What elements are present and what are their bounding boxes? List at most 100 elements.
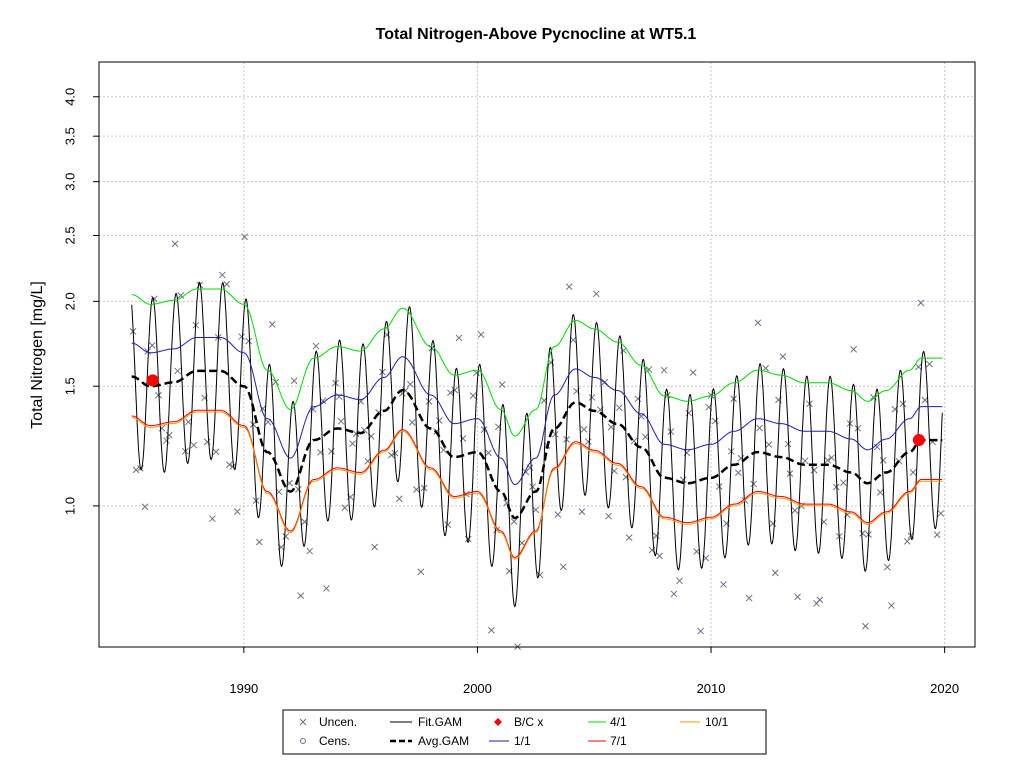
uncensored-point xyxy=(388,451,395,459)
uncensored-point xyxy=(884,563,891,571)
uncensored-point xyxy=(660,366,668,374)
legend-fitgam-label: Fit.GAM xyxy=(418,715,462,729)
uncensored-point xyxy=(451,386,459,394)
uncensored-point xyxy=(469,392,477,399)
uncensored-point xyxy=(455,334,463,342)
uncensored-point xyxy=(779,353,787,360)
uncensored-point xyxy=(485,449,492,457)
uncensored-point xyxy=(171,240,179,248)
uncensored-point xyxy=(177,292,185,299)
uncensored-point xyxy=(349,440,356,447)
uncensored-point xyxy=(141,503,149,511)
uncensored-point xyxy=(816,596,824,604)
uncensored-point xyxy=(233,508,241,515)
uncensored-point xyxy=(888,602,895,609)
uncensored-point xyxy=(218,271,226,279)
uncensored-point xyxy=(921,396,929,404)
uncensored-point xyxy=(165,431,173,439)
y-tick-label: 2.5 xyxy=(62,226,77,244)
uncensored-point xyxy=(309,405,317,413)
uncensored-point xyxy=(656,552,663,560)
uncensored-point xyxy=(876,489,884,496)
uncensored-point xyxy=(297,592,305,599)
uncensored-point xyxy=(899,400,907,408)
x-tick-label: 2000 xyxy=(463,681,492,696)
uncensored-point xyxy=(734,469,742,477)
y-tick-label: 3.0 xyxy=(62,173,77,191)
y-tick-label: 4.0 xyxy=(62,88,77,106)
legend-uncen-symbol xyxy=(299,718,307,726)
uncensored-point xyxy=(784,440,792,448)
uncensored-point xyxy=(873,443,881,451)
series-line-7-1 xyxy=(131,409,943,558)
x-tick-label: 2010 xyxy=(697,681,726,696)
uncensored-point xyxy=(190,441,198,449)
uncensored-point xyxy=(477,331,485,338)
uncensored-point xyxy=(569,336,577,344)
uncensored-point xyxy=(425,397,433,405)
uncensored-point xyxy=(645,366,653,373)
y-tick-label: 1.0 xyxy=(62,497,77,515)
uncensored-point xyxy=(750,480,758,488)
uncensored-point xyxy=(174,367,181,375)
uncensored-point xyxy=(693,548,701,555)
uncensored-point xyxy=(915,363,922,371)
uncensored-point xyxy=(238,333,245,340)
uncensored-point xyxy=(580,425,588,433)
uncensored-point xyxy=(917,299,925,307)
uncensored-point xyxy=(150,295,158,303)
legend-bc-symbol xyxy=(494,718,502,726)
uncensored-point xyxy=(312,342,320,350)
uncensored-point xyxy=(241,233,248,241)
uncensored-point xyxy=(408,418,416,426)
legend-10-1-label: 10/1 xyxy=(705,715,729,729)
uncensored-point xyxy=(862,622,869,630)
uncensored-point xyxy=(832,483,840,491)
uncensored-point xyxy=(850,346,858,353)
uncensored-point xyxy=(909,469,917,476)
avg-gam-line xyxy=(131,369,943,520)
series-line-4-1 xyxy=(131,288,943,437)
curves xyxy=(131,281,943,608)
y-tick-label: 1.5 xyxy=(62,377,77,395)
uncensored-point xyxy=(670,590,678,598)
uncensored-point xyxy=(937,510,945,517)
x-tick-label: 1990 xyxy=(229,681,258,696)
uncensored-point xyxy=(810,466,818,474)
uncensored-point xyxy=(554,511,562,518)
uncensored-point xyxy=(323,585,330,592)
uncensored-point xyxy=(607,423,615,431)
uncensored-point xyxy=(625,534,633,542)
uncensored-point xyxy=(720,581,727,588)
uncensored-point xyxy=(689,369,697,376)
uncensored-point xyxy=(148,342,156,349)
series-line-1-1 xyxy=(131,337,943,485)
uncensored-point xyxy=(642,433,649,441)
uncensored-point xyxy=(498,381,506,388)
uncensored-point xyxy=(144,348,151,355)
legend-cens-symbol xyxy=(300,738,306,744)
uncensored-point xyxy=(337,417,345,425)
uncensored-point xyxy=(801,457,809,465)
y-tick-label: 3.5 xyxy=(62,127,77,145)
bc-point xyxy=(146,374,159,387)
uncensored-point xyxy=(395,495,403,503)
uncensored-point xyxy=(212,448,220,456)
uncensored-point xyxy=(551,430,559,438)
series-line-10-1 xyxy=(131,411,943,560)
uncensored-point xyxy=(223,280,231,288)
uncensored-point xyxy=(615,404,623,412)
uncensored-point xyxy=(245,337,253,345)
uncensored-point xyxy=(762,364,770,372)
uncensored-point xyxy=(605,512,612,520)
chart-title: Total Nitrogen-Above Pycnocline at WT5.1 xyxy=(376,26,697,43)
uncensored-point xyxy=(488,626,495,634)
uncensored-point xyxy=(765,441,773,448)
uncensored-point xyxy=(859,530,866,537)
uncensored-point xyxy=(341,504,349,512)
uncensored-point xyxy=(209,515,216,523)
uncensored-point xyxy=(532,506,540,514)
x-tick-label: 2020 xyxy=(930,681,959,696)
y-axis-label: Total Nitrogen [mg/L] xyxy=(29,281,46,429)
uncensored-point xyxy=(926,360,933,368)
